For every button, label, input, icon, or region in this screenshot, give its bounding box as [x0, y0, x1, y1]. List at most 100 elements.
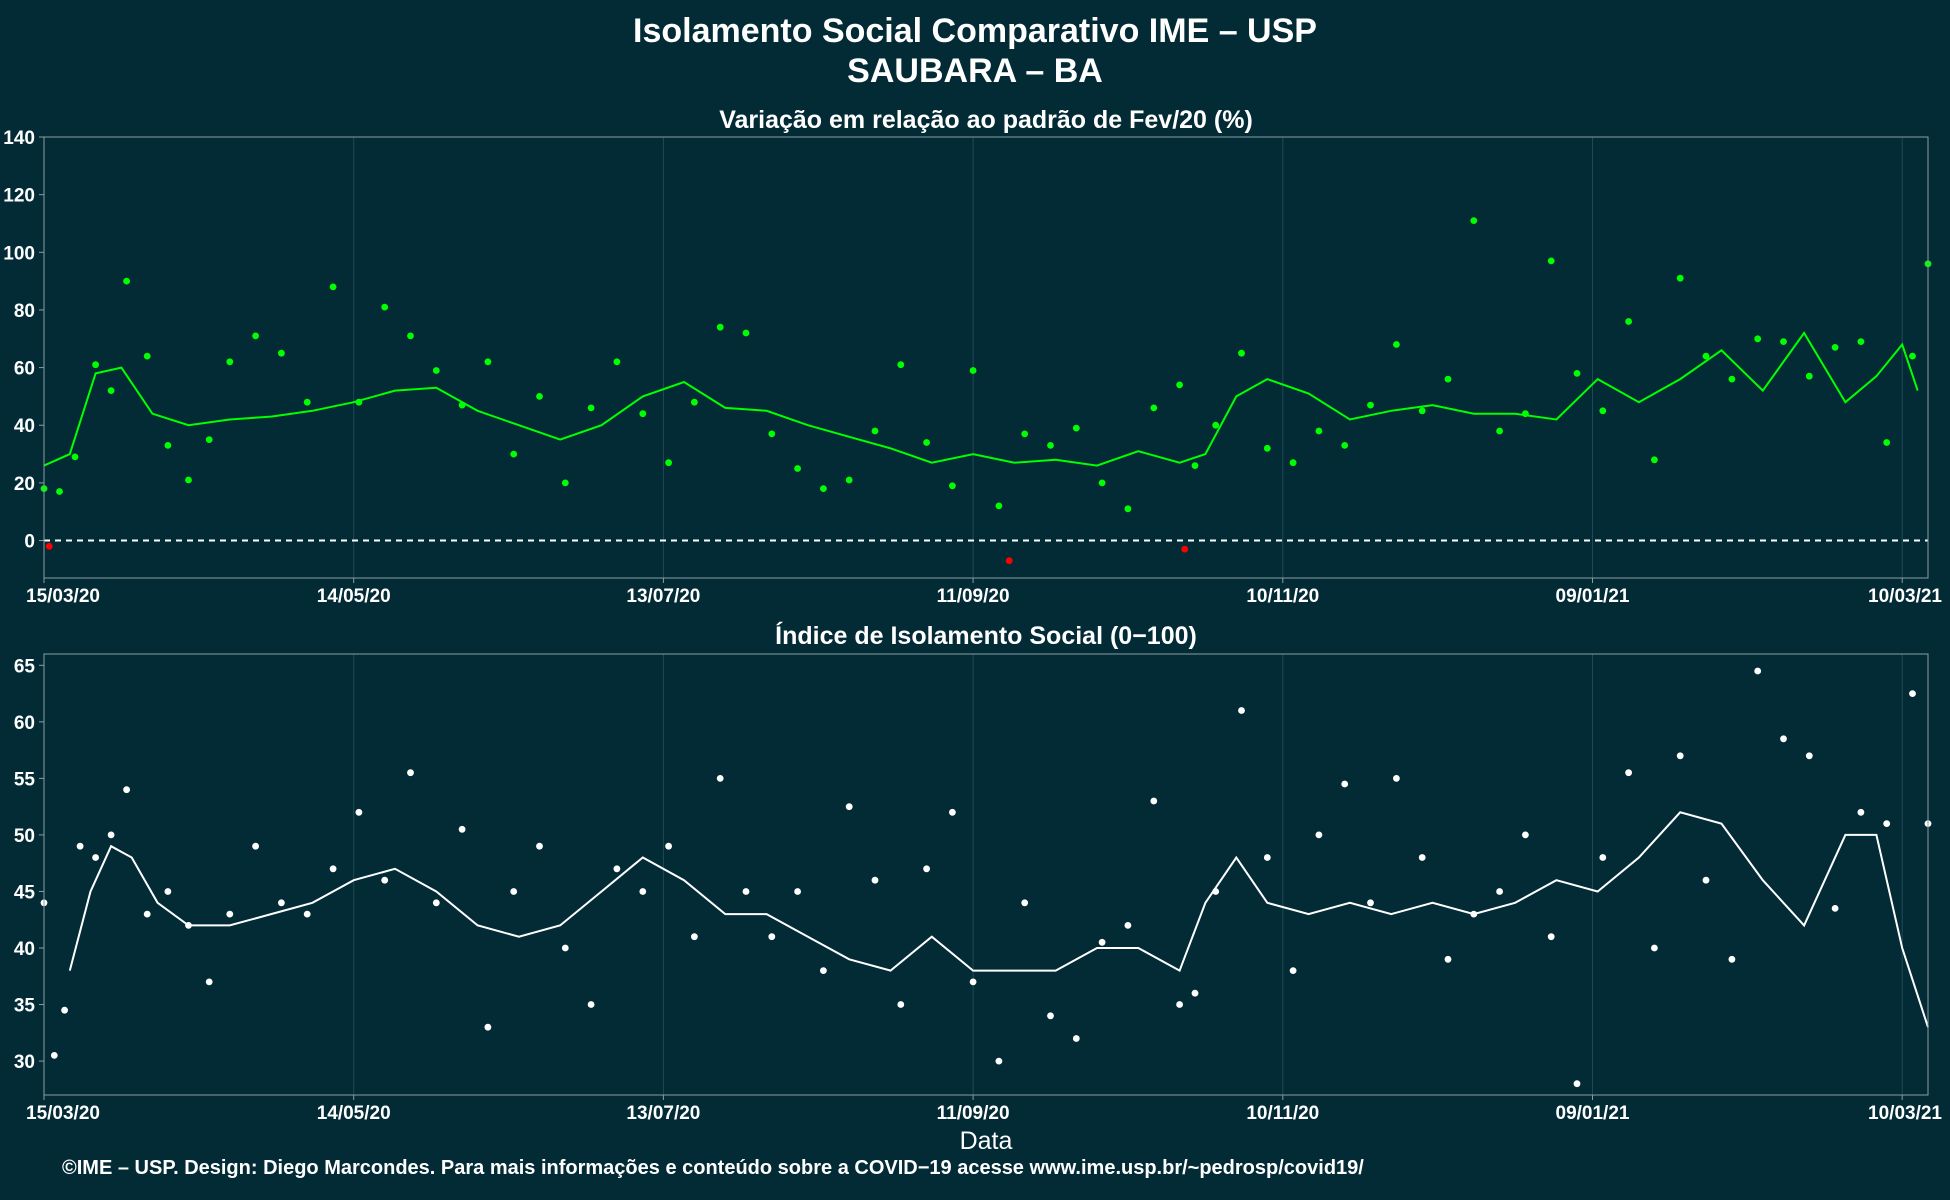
variation-point: [123, 277, 130, 285]
variation-point: [1754, 335, 1762, 343]
panel-title: Índice de Isolamento Social (0−100): [775, 621, 1197, 650]
x-tick-label: 15/03/20: [26, 1103, 100, 1124]
variation-point: [252, 332, 259, 340]
index-point: [1418, 854, 1426, 861]
x-tick-label: 10/11/20: [1246, 586, 1319, 607]
variation-point: [691, 398, 698, 406]
y-tick-label: 55: [14, 769, 36, 790]
index-point: [355, 808, 363, 816]
variation-point: [949, 482, 956, 490]
y-tick-label: 140: [3, 128, 35, 149]
index-point: [923, 865, 930, 873]
variation-point: [1831, 344, 1839, 351]
variation-point: [1676, 274, 1684, 282]
index-point: [536, 842, 543, 850]
variation-point: [742, 329, 750, 337]
chart-subtitle-location: SAUBARA – BA: [847, 52, 1103, 90]
variation-point: [1857, 338, 1865, 345]
index-point: [252, 842, 259, 850]
x-tick-label: 11/09/20: [937, 586, 1010, 607]
variation-point: [871, 427, 879, 435]
y-tick-label: 35: [14, 996, 36, 1017]
variation-point: [303, 398, 311, 406]
variation-point: [71, 453, 79, 461]
index-point: [1150, 797, 1158, 805]
index-point: [1238, 707, 1245, 714]
index-point: [1263, 854, 1271, 861]
index-point: [407, 769, 414, 777]
footer-credit: ©IME – USP. Design: Diego Marcondes. Par…: [62, 1157, 1364, 1179]
y-tick-label: 45: [14, 882, 36, 903]
chart-title: Isolamento Social Comparativo IME – USP: [633, 12, 1317, 50]
variation-point: [1263, 444, 1271, 452]
variation-point: [1625, 318, 1632, 325]
variation-point: [1418, 407, 1426, 415]
y-tick-label: 65: [14, 656, 36, 677]
variation-point: [1098, 479, 1106, 487]
x-axis-label: Data: [960, 1127, 1013, 1155]
index-point: [1289, 967, 1297, 974]
variation-point: [432, 367, 440, 374]
variation-point: [1780, 338, 1787, 345]
index-point: [1909, 690, 1916, 697]
x-tick-label: 14/05/20: [317, 586, 391, 607]
variation-point: [1728, 375, 1736, 383]
variation-point: [613, 358, 621, 366]
index-point: [716, 775, 724, 782]
variation-point: [1883, 439, 1891, 446]
x-tick-label: 13/07/20: [626, 1103, 700, 1124]
variation-point: [1315, 427, 1323, 435]
variation-point: [536, 393, 543, 400]
index-point: [329, 865, 337, 873]
index-point: [1547, 933, 1555, 941]
index-point: [1021, 899, 1029, 907]
y-tick-label: 120: [3, 186, 35, 207]
variation-point: [845, 476, 853, 484]
index-point: [50, 1052, 58, 1059]
variation-negative-point: [1005, 557, 1013, 565]
variation-point: [164, 442, 172, 449]
panel-title: Variação em relação ao padrão de Fev/20 …: [719, 106, 1253, 134]
variation-point: [510, 450, 518, 458]
index-point: [845, 803, 853, 811]
variation-point: [1150, 404, 1158, 412]
variation-point: [716, 323, 724, 331]
y-tick-label: 60: [14, 359, 35, 380]
variation-point: [561, 479, 569, 487]
variation-point: [407, 332, 414, 340]
index-point: [458, 825, 466, 833]
index-point: [1883, 820, 1891, 827]
index-point: [794, 888, 801, 895]
index-point: [432, 899, 440, 907]
variation-point: [639, 410, 647, 418]
y-tick-label: 100: [3, 243, 35, 264]
index-point: [381, 876, 389, 884]
index-point: [561, 944, 569, 952]
variation-point: [278, 349, 285, 357]
variation-point: [205, 436, 213, 443]
variation-negative-point: [45, 542, 53, 550]
variation-point: [1444, 375, 1452, 383]
index-point: [1857, 808, 1865, 816]
index-point: [1702, 876, 1710, 884]
y-tick-label: 40: [14, 939, 35, 960]
index-point: [995, 1057, 1003, 1065]
x-tick-label: 09/01/21: [1556, 1103, 1630, 1124]
y-tick-label: 0: [24, 532, 35, 553]
index-point: [303, 910, 311, 918]
x-tick-label: 14/05/20: [317, 1103, 391, 1124]
index-point: [1341, 780, 1349, 788]
variation-point: [1805, 372, 1813, 380]
variation-point: [329, 283, 337, 291]
y-tick-label: 40: [14, 416, 35, 437]
index-point: [587, 1001, 595, 1008]
index-point: [1728, 955, 1736, 963]
variation-point: [1496, 427, 1503, 435]
variation-point: [1909, 352, 1916, 360]
variation-point: [1212, 421, 1220, 429]
y-tick-label: 20: [14, 474, 35, 495]
index-point: [1444, 955, 1452, 963]
index-point: [123, 786, 130, 794]
index-point: [1072, 1035, 1080, 1042]
x-tick-label: 11/09/20: [937, 1103, 1010, 1124]
